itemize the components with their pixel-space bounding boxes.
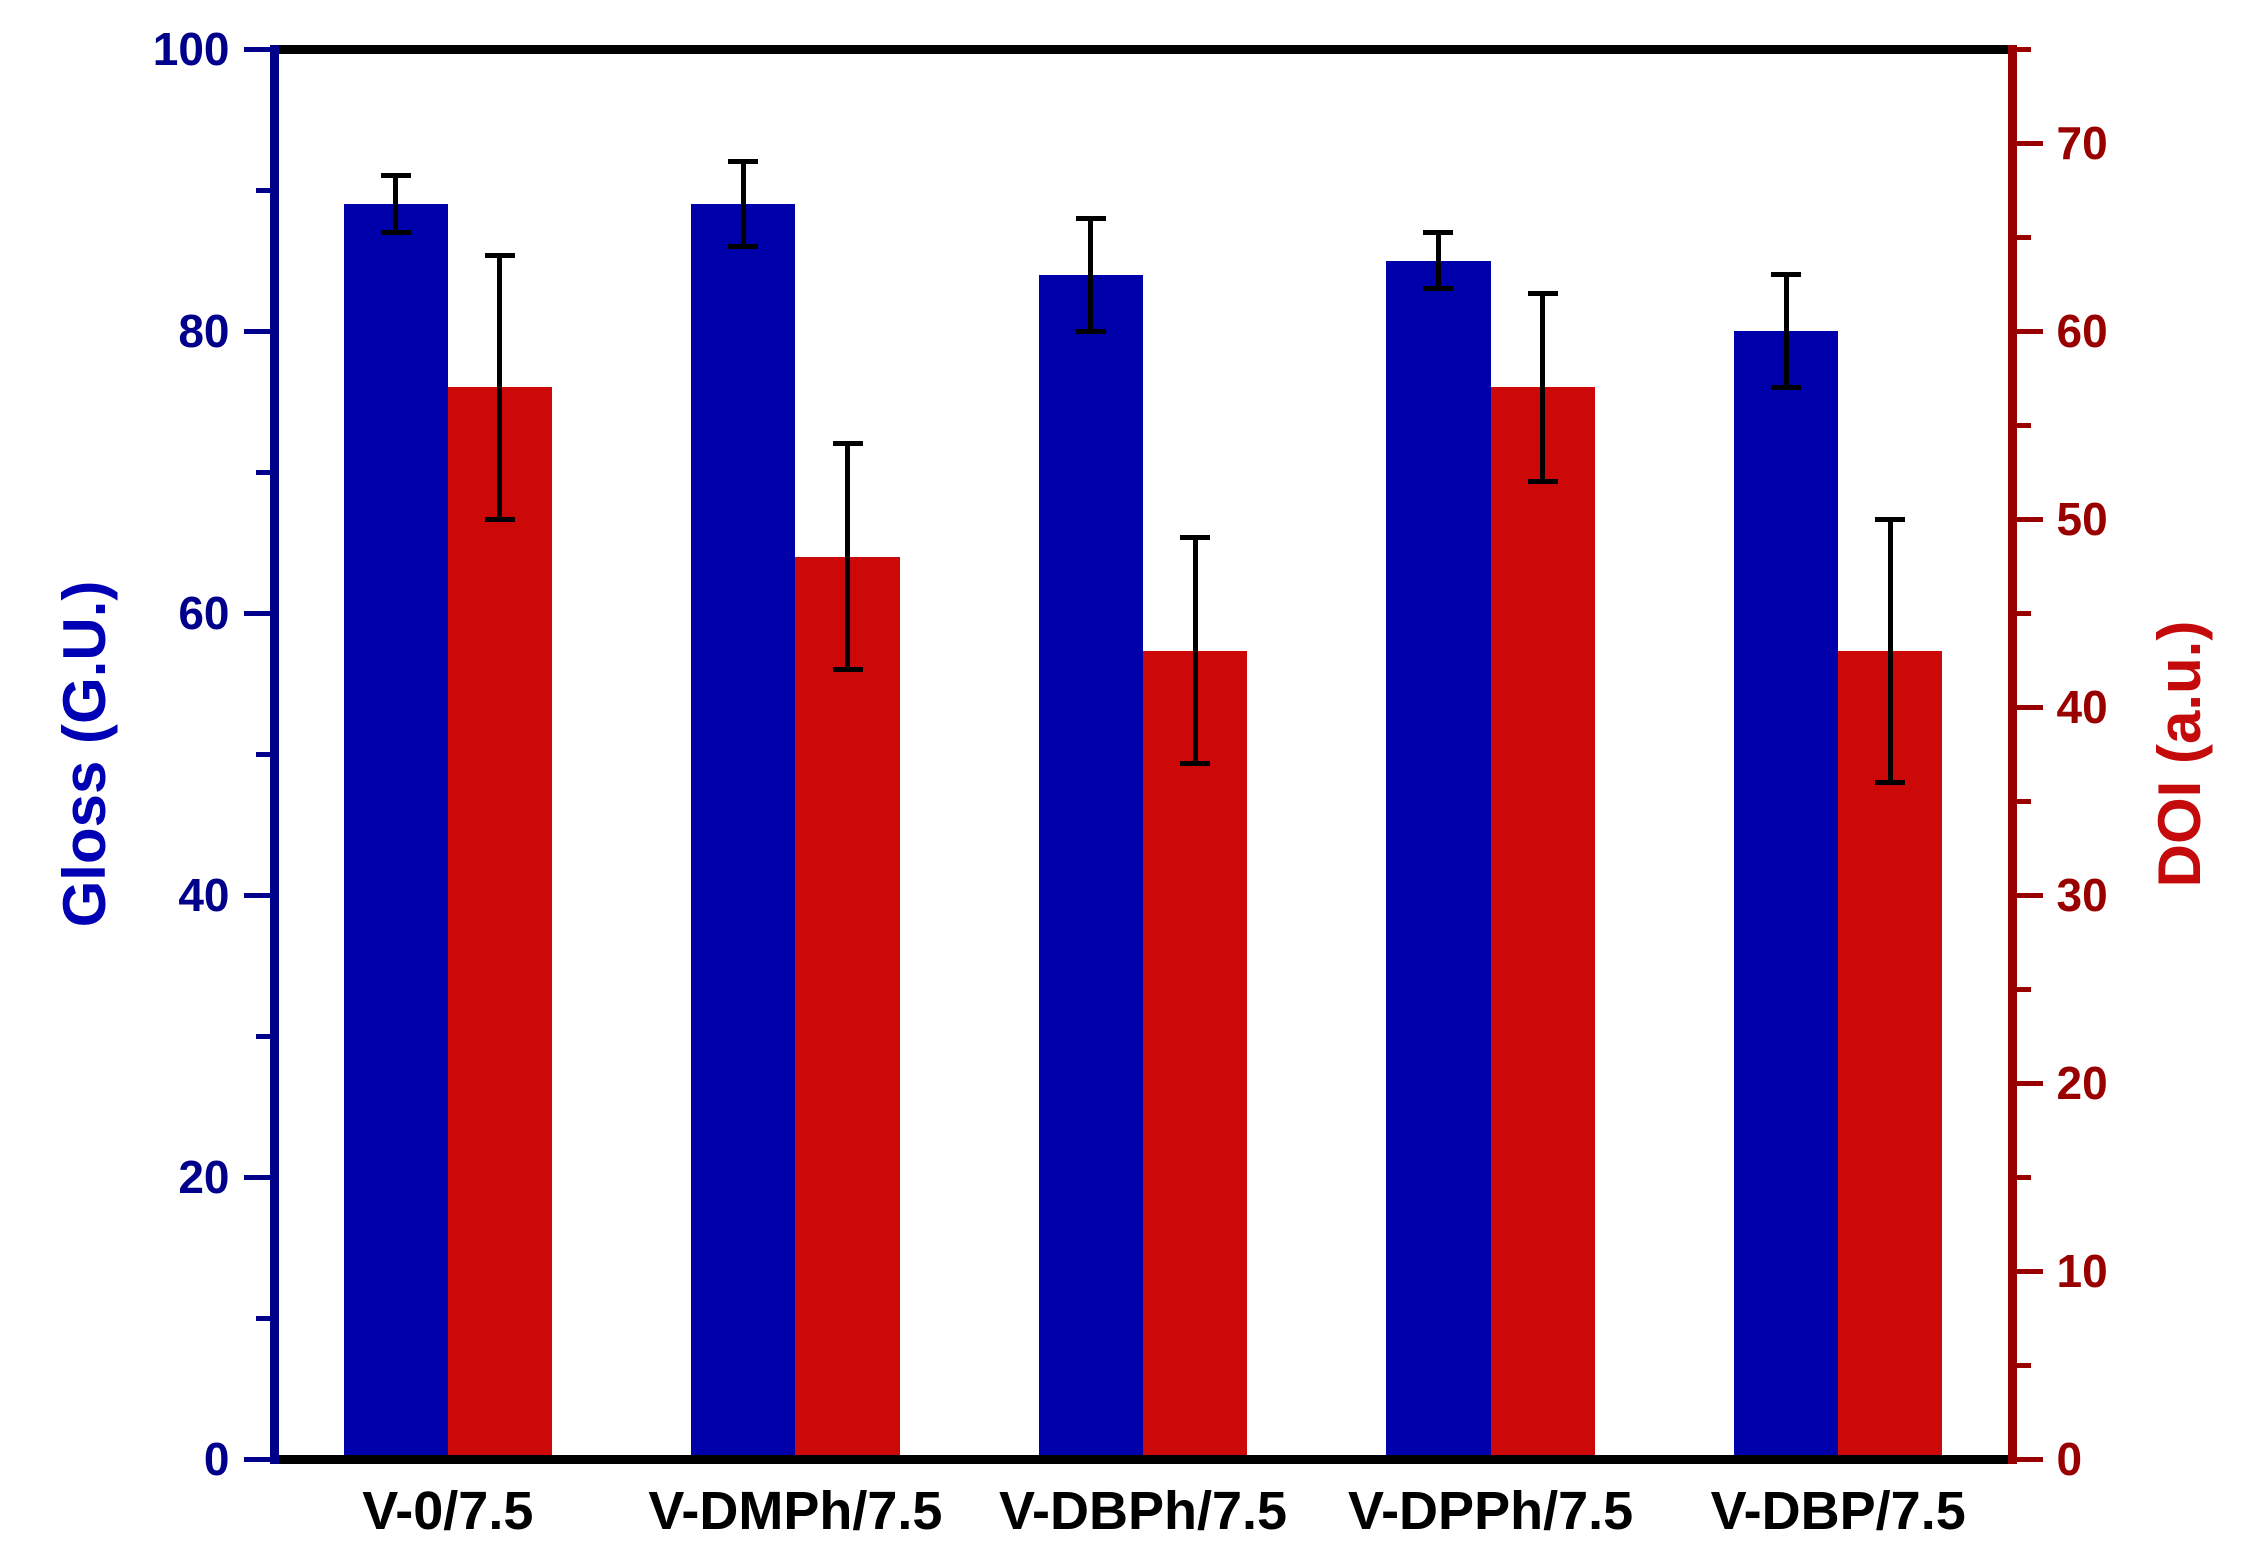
right-axis-tick: [2016, 516, 2043, 522]
left-axis-tick: [255, 1033, 270, 1039]
right-axis-tick: [2016, 234, 2031, 240]
gloss-error-bar: [1783, 274, 1789, 388]
doi-bar: [795, 556, 900, 1459]
gloss-bar: [343, 204, 448, 1459]
left-tick-label: 100: [152, 23, 230, 75]
doi-error-bar: [1540, 293, 1546, 482]
left-tick-label: 0: [203, 1433, 230, 1485]
gloss-bar: [691, 204, 796, 1459]
doi-error-cap: [1180, 760, 1211, 766]
right-tick-label: 50: [2056, 493, 2108, 545]
doi-error-bar: [1887, 519, 1893, 783]
category-label: V-DMPh/7.5: [648, 1481, 943, 1541]
gloss-error-cap: [728, 159, 759, 165]
right-axis-tick: [2016, 1268, 2043, 1274]
doi-error-cap: [1875, 779, 1906, 785]
doi-error-cap: [1527, 290, 1558, 296]
right-axis-tick: [2016, 986, 2031, 992]
category-label: V-DBP/7.5: [1710, 1481, 1966, 1541]
right-tick-label: 30: [2056, 869, 2108, 921]
category-label: V-DPPh/7.5: [1348, 1481, 1634, 1541]
left-axis-tick: [243, 610, 270, 616]
right-axis-tick: [2016, 704, 2043, 710]
right-axis-tick: [2016, 610, 2031, 616]
plot-frame-bottom: [269, 1454, 2017, 1464]
gloss-error-cap: [1075, 328, 1106, 334]
left-tick-label: 20: [178, 1151, 230, 1203]
right-axis-tick: [2016, 1456, 2043, 1462]
doi-error-cap: [832, 666, 863, 672]
gloss-error-cap: [1423, 229, 1454, 235]
right-axis-tick: [2016, 1174, 2031, 1180]
left-axis-title: Gloss (G.U.): [51, 580, 118, 928]
right-axis-tick: [2016, 798, 2031, 804]
gloss-error-cap: [1423, 286, 1454, 292]
category-label: V-DBPh/7.5: [998, 1481, 1288, 1541]
doi-error-bar: [497, 255, 503, 519]
doi-error-cap: [832, 441, 863, 447]
doi-error-cap: [1180, 535, 1211, 541]
right-axis-tick: [2016, 422, 2031, 428]
doi-bar: [1143, 650, 1248, 1459]
left-axis-line: [269, 44, 279, 1464]
gloss-bar: [1038, 274, 1143, 1459]
left-axis-tick: [243, 328, 270, 334]
left-axis-tick: [243, 1456, 270, 1462]
right-tick-label: 20: [2056, 1057, 2108, 1109]
right-axis-tick: [2016, 140, 2043, 146]
doi-error-bar: [845, 443, 851, 670]
gloss-error-cap: [1075, 215, 1106, 221]
right-axis-tick: [2016, 328, 2043, 334]
right-tick-label: 40: [2056, 681, 2108, 733]
left-tick-label: 40: [178, 869, 230, 921]
gloss-error-bar: [393, 175, 399, 233]
right-axis-tick: [2016, 46, 2031, 52]
left-tick-label: 60: [178, 587, 230, 639]
left-axis-tick: [255, 1315, 270, 1321]
right-tick-label: 70: [2056, 117, 2108, 169]
left-axis-tick: [243, 1174, 270, 1180]
plot-frame-top: [269, 44, 2017, 54]
gloss-bar: [1386, 260, 1491, 1459]
left-tick-label: 80: [178, 305, 230, 357]
gloss-error-cap: [380, 173, 411, 179]
left-axis-tick: [255, 751, 270, 757]
right-axis-tick: [2016, 1362, 2031, 1368]
right-axis-title: DOI (a.u.): [2146, 620, 2213, 888]
gloss-error-cap: [728, 243, 759, 249]
gloss-error-cap: [1771, 272, 1802, 278]
right-axis-tick: [2016, 892, 2043, 898]
gloss-error-bar: [1435, 232, 1441, 289]
doi-error-cap: [484, 253, 515, 259]
gloss-error-cap: [1771, 384, 1802, 390]
category-label: V-0/7.5: [362, 1481, 534, 1541]
gloss-error-cap: [380, 229, 411, 235]
gloss-error-bar: [1088, 218, 1094, 331]
right-tick-label: 10: [2056, 1245, 2108, 1297]
right-axis-tick: [2016, 1080, 2043, 1086]
right-tick-label: 0: [2056, 1433, 2083, 1485]
gloss-error-bar: [740, 161, 746, 247]
left-axis-tick: [243, 892, 270, 898]
doi-error-bar: [1192, 537, 1198, 764]
right-axis-line: [2007, 44, 2017, 1464]
left-axis-tick: [255, 187, 270, 193]
gloss-bar: [1733, 331, 1839, 1459]
left-axis-tick: [255, 469, 270, 475]
left-axis-tick: [243, 46, 270, 52]
doi-error-cap: [1875, 516, 1906, 522]
doi-error-cap: [484, 516, 515, 522]
right-tick-label: 60: [2056, 305, 2108, 357]
doi-bar: [447, 387, 553, 1459]
doi-bar: [1838, 650, 1943, 1459]
doi-error-cap: [1527, 478, 1558, 484]
doi-bar: [1490, 387, 1595, 1459]
